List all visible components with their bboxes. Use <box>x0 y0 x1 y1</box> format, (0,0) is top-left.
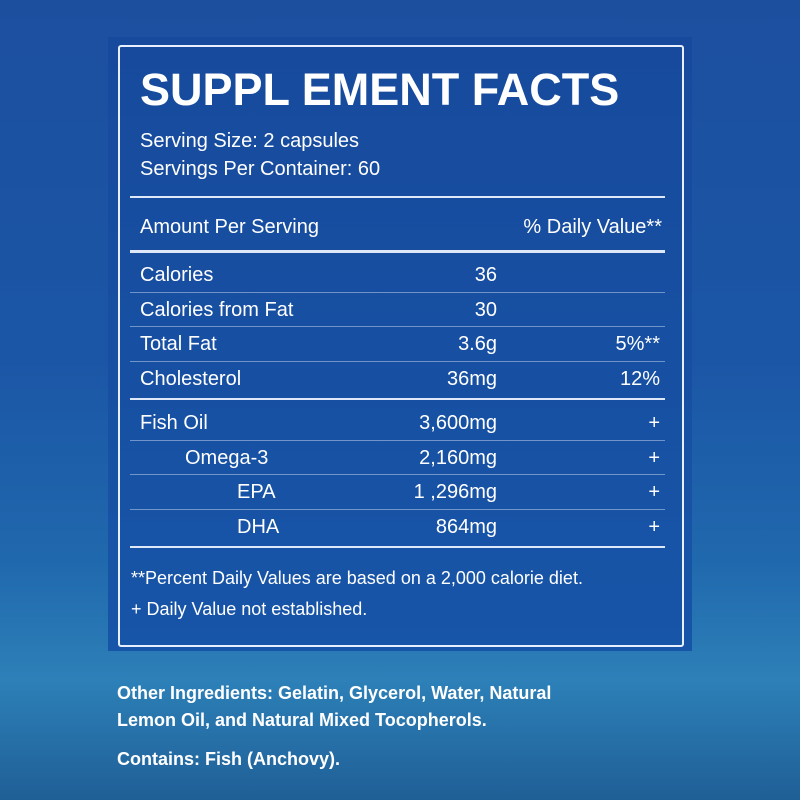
row-name: Calories <box>140 264 214 286</box>
footnote: + Daily Value not established. <box>131 599 368 619</box>
contains: Contains: Fish (Anchovy). <box>117 749 341 769</box>
row-divider <box>130 474 665 475</box>
footnote: **Percent Daily Values are based on a 2,… <box>131 568 583 588</box>
row-name: Cholesterol <box>140 367 242 390</box>
facts-panel <box>108 37 692 651</box>
row-amount: 3,600mg <box>419 412 497 434</box>
row-name: DHA <box>237 515 280 538</box>
row-name: Omega-3 <box>185 446 269 469</box>
rule <box>130 546 665 548</box>
row-divider <box>130 360 665 362</box>
row-name: Fish Oil <box>140 412 208 434</box>
row-divider <box>130 291 665 293</box>
row-daily-value: 12% <box>619 367 660 390</box>
row-name: Total Fat <box>140 333 217 355</box>
title: SUPPL EMENT FACTS <box>140 64 620 115</box>
row-amount: 30 <box>474 298 497 321</box>
row-amount: 36mg <box>446 367 497 390</box>
row-amount: 864mg <box>435 515 497 538</box>
row-daily-value: + <box>648 412 660 434</box>
row-name: EPA <box>237 481 276 503</box>
row-divider <box>130 326 665 327</box>
row-daily-value: + <box>648 446 660 469</box>
serving-size: Serving Size: 2 capsules <box>140 130 360 152</box>
row-daily-value: + <box>648 481 660 503</box>
row-divider <box>130 439 665 441</box>
facts-border <box>118 45 684 647</box>
other-ingredients: Lemon Oil, and Natural Mixed Tocopherols… <box>117 710 487 730</box>
column-header: % Daily Value** <box>523 216 662 238</box>
row-amount: 2,160mg <box>419 446 497 469</box>
row-divider <box>130 508 665 510</box>
row-amount: 36 <box>474 264 497 286</box>
column-header: Amount Per Serving <box>140 216 319 238</box>
row-amount: 3.6g <box>458 333 497 355</box>
row-daily-value: + <box>648 515 660 538</box>
row-daily-value: 5%** <box>615 333 660 355</box>
other-ingredients: Other Ingredients: Gelatin, Glycerol, Wa… <box>117 683 552 703</box>
rule <box>130 250 665 253</box>
servings-per-container: Servings Per Container: 60 <box>140 158 381 180</box>
rule <box>130 398 665 400</box>
row-name: Calories from Fat <box>140 298 294 321</box>
rule <box>130 196 665 198</box>
row-amount: 1 ,296mg <box>413 481 497 503</box>
